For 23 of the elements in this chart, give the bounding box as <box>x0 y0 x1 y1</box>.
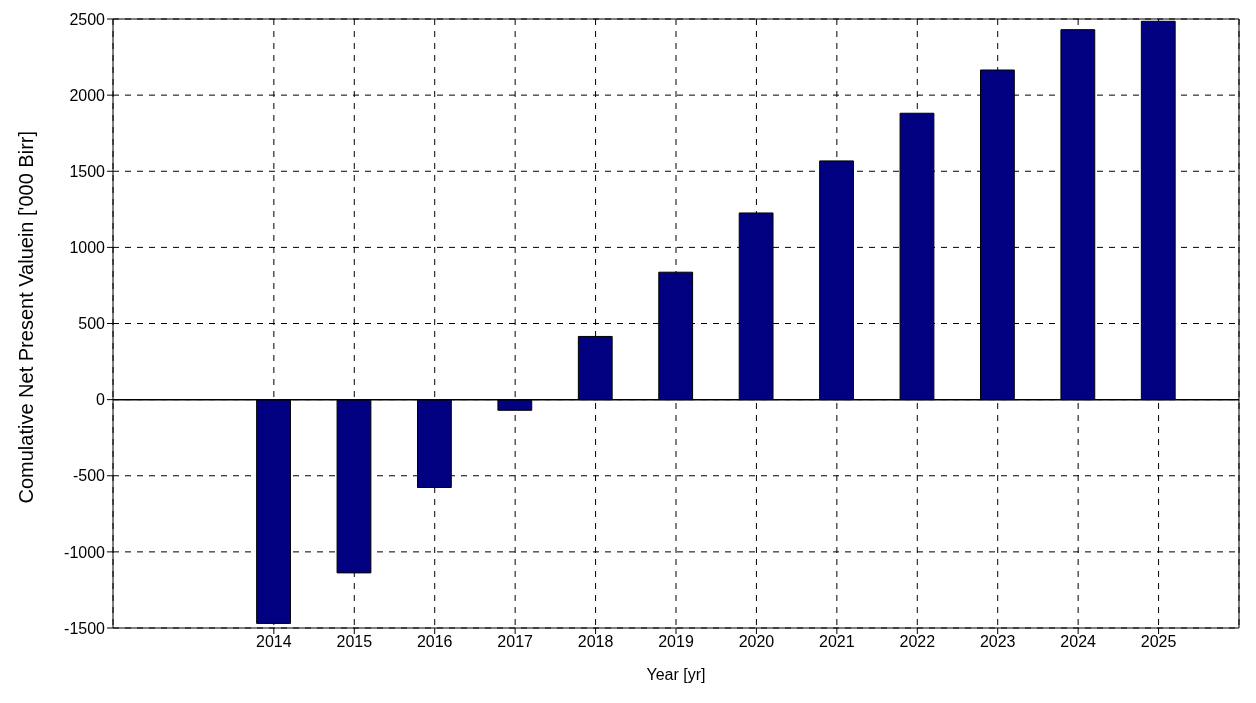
x-axis-title: Year [yr] <box>646 666 706 683</box>
x-tick-label: 2024 <box>1060 633 1097 651</box>
x-tick-label: 2017 <box>497 633 534 651</box>
x-tick-label: 2019 <box>658 633 694 651</box>
x-tick-label: 2015 <box>336 633 373 651</box>
y-tick-label: -1500 <box>64 619 106 637</box>
x-tick-label: 2014 <box>256 633 292 651</box>
y-tick-label: 0 <box>96 391 106 409</box>
y-axis-title: Comulative Net Present Valuein ['000 Birr] <box>15 130 38 504</box>
x-tick-label: 2025 <box>1140 633 1177 651</box>
y-tick-label: -1000 <box>64 543 106 561</box>
y-tick-label: 500 <box>78 315 106 333</box>
x-tick-label: 2018 <box>577 633 614 651</box>
x-tick-label: 2020 <box>738 633 775 651</box>
y-tick-label: 2000 <box>69 86 106 104</box>
x-tick-label: 2016 <box>416 633 453 651</box>
x-tick-label: 2023 <box>979 633 1016 651</box>
y-tick-label: 2500 <box>69 10 106 28</box>
x-tick-label: 2021 <box>819 633 855 651</box>
y-tick-label: -500 <box>72 467 106 485</box>
y-tick-label: 1500 <box>69 162 106 180</box>
x-tick-label: 2022 <box>899 633 936 651</box>
y-tick-label: 1000 <box>69 239 106 257</box>
